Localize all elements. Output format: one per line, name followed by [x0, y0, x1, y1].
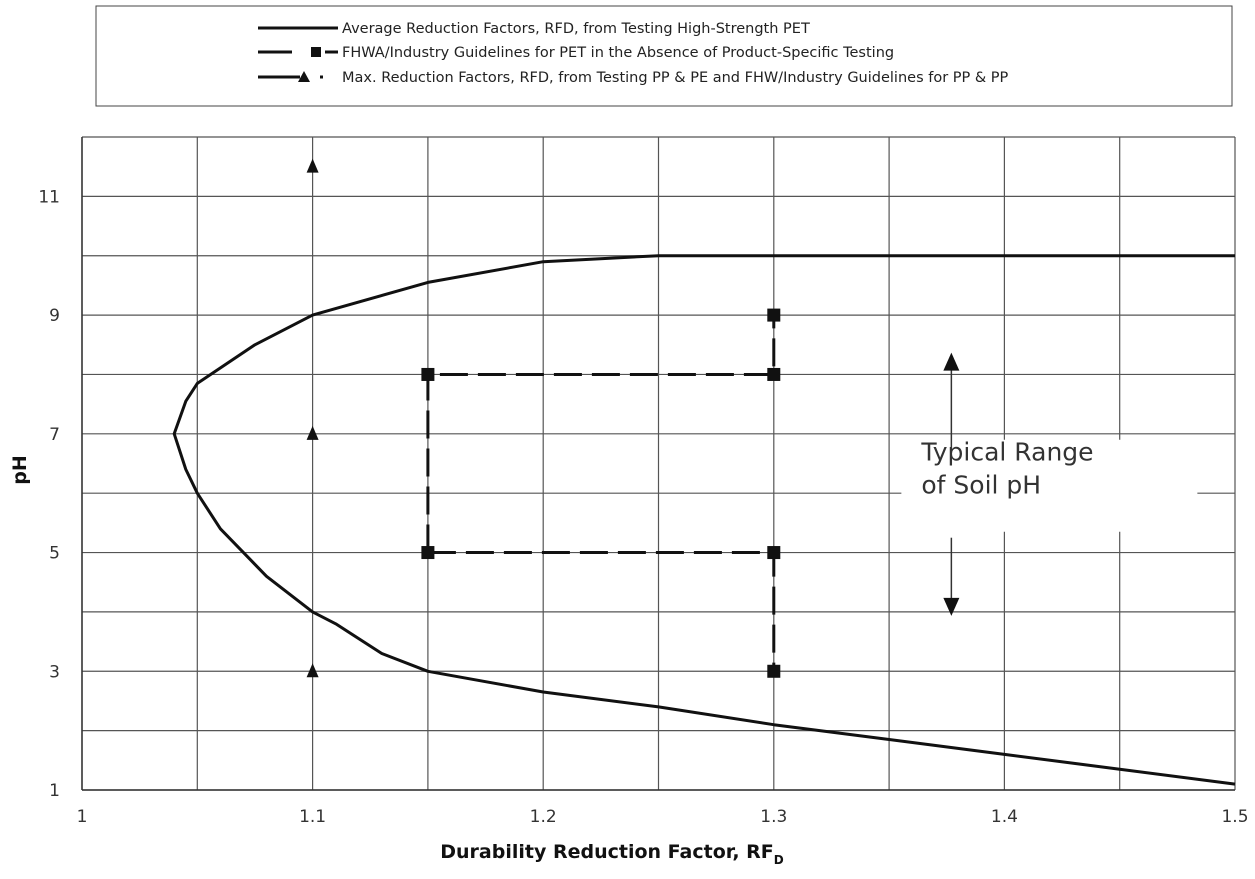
x-tick-label: 1.3: [760, 807, 787, 827]
y-tick-label: 9: [49, 306, 60, 326]
y-tick-label: 11: [38, 187, 60, 207]
x-tick-label: 1.4: [991, 807, 1018, 827]
series-layer: [172, 158, 1236, 786]
annotation-backdrop: [901, 439, 1198, 532]
series-marker-square: [767, 308, 781, 322]
annotation-arrow-down-icon: [943, 597, 960, 616]
series-marker-square: [421, 367, 435, 381]
series-line-fhwa-pet: [426, 315, 776, 553]
x-tick-label: 1: [77, 807, 88, 827]
legend: Average Reduction Factors, RFD, from Tes…: [95, 5, 1233, 107]
y-tick-label: 3: [49, 662, 60, 682]
series-marker-square: [767, 546, 781, 560]
axes: [81, 137, 1235, 791]
legend-swatch-square-marker: [311, 47, 321, 57]
series-line-average-rfd: [172, 254, 1236, 786]
x-tick-label: 1.2: [530, 807, 557, 827]
series-marker-triangle: [306, 663, 319, 678]
x-axis-title-subscript: D: [774, 853, 784, 867]
series-marker-square: [421, 546, 435, 560]
series-marker-square: [767, 664, 781, 678]
legend-label: Max. Reduction Factors, RFD, from Testin…: [342, 70, 1009, 86]
annotation: Typical Range of Soil pH: [901, 352, 1198, 616]
plot-area: Typical Range of Soil pH: [81, 136, 1236, 791]
legend-swatch-dot: [320, 75, 323, 79]
x-tick-label: 1.5: [1221, 807, 1248, 827]
annotation-arrow-up-icon: [943, 352, 960, 371]
legend-box: [95, 5, 1233, 107]
legend-label: FHWA/Industry Guidelines for PET in the …: [342, 45, 894, 61]
tick-labels: 1 1.1 1.2 1.3 1.4 1.5 1 3 5 7 9 11: [38, 187, 1248, 827]
x-axis-title: Durability Reduction Factor, RFD: [440, 841, 784, 867]
annotation-text: of Soil pH: [921, 471, 1041, 500]
y-axis-title: pH: [9, 455, 31, 485]
x-tick-label: 1.1: [299, 807, 326, 827]
annotation-text: Typical Range: [920, 438, 1093, 467]
series-marker-triangle: [306, 425, 319, 440]
x-axis-title-main: Durability Reduction Factor, RF: [440, 841, 774, 863]
y-tick-label: 5: [49, 544, 60, 564]
legend-label: Average Reduction Factors, RFD, from Tes…: [342, 21, 810, 37]
legend-swatch-triangle-marker: [298, 71, 310, 82]
series-marker-triangle: [306, 158, 319, 173]
series-marker-square: [767, 367, 781, 381]
y-tick-label: 7: [49, 425, 60, 445]
y-tick-label: 1: [49, 781, 60, 801]
